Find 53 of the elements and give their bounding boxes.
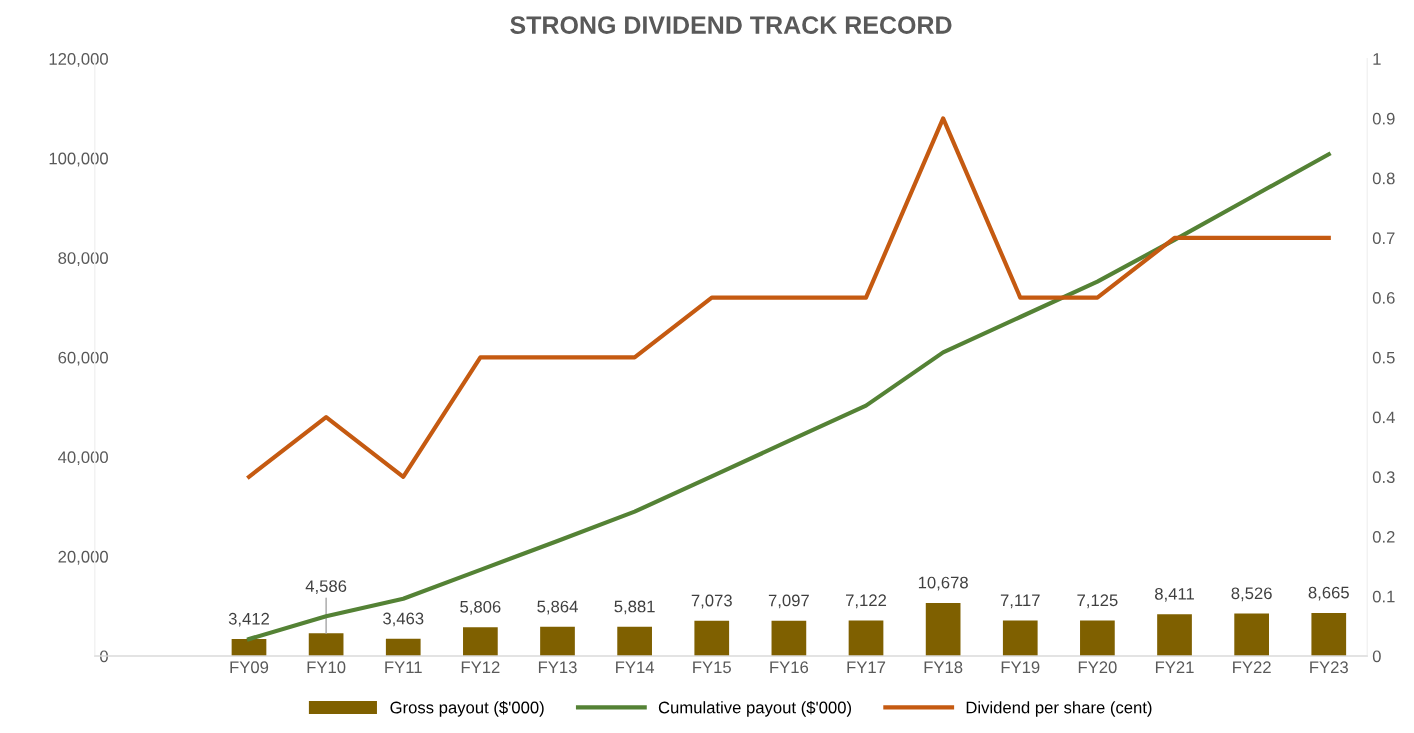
y-tick-label: 0 — [100, 650, 108, 663]
y-tick-label: 40,000 — [58, 451, 108, 466]
x-tick-label: FY13 — [538, 661, 577, 674]
data-label: 5,881 — [614, 600, 655, 615]
x-tick-label: FY09 — [230, 661, 269, 674]
legend-label: Cumulative payout ($'000) — [658, 700, 852, 717]
y-tick-label: 100,000 — [49, 152, 108, 167]
y-tick-label: 60,000 — [58, 351, 108, 366]
data-label: 7,122 — [846, 594, 887, 609]
y2-tick-label: 0.6 — [1372, 292, 1395, 304]
y-tick-label: 20,000 — [58, 550, 108, 565]
y2-tick-label: 0.2 — [1372, 530, 1395, 543]
x-tick-label: FY10 — [307, 661, 346, 674]
y2-tick-label: 0.4 — [1372, 411, 1395, 424]
data-label: 7,073 — [691, 594, 732, 609]
y2-tick-label: 0.1 — [1372, 590, 1395, 603]
line-series — [246, 116, 1331, 479]
x-tick-label: FY19 — [1001, 661, 1040, 674]
x-tick-label: FY22 — [1233, 661, 1271, 673]
data-label: 3,463 — [383, 612, 424, 627]
data-label: 5,806 — [460, 600, 501, 615]
x-tick-label: FY15 — [693, 661, 731, 674]
data-label: 4,586 — [305, 580, 347, 594]
data-label: 7,097 — [768, 594, 809, 609]
x-tick-label: FY20 — [1078, 661, 1117, 674]
data-label: 7,125 — [1077, 594, 1118, 609]
y2-tick-label: 0.9 — [1372, 112, 1395, 125]
x-tick-label: FY14 — [616, 661, 655, 673]
data-label: 8,411 — [1155, 587, 1194, 602]
y2-tick-label: 0.8 — [1372, 172, 1395, 185]
legend-label: Dividend per share (cent) — [966, 701, 1152, 717]
data-label: 8,526 — [1231, 587, 1272, 602]
legend-label: Gross payout ($'000) — [390, 700, 544, 717]
x-tick-label: FY21 — [1155, 661, 1194, 673]
data-label: 8,665 — [1308, 586, 1349, 601]
y2-tick-label: 0.3 — [1372, 471, 1395, 484]
x-tick-label: FY17 — [847, 661, 886, 673]
chart-title: STRONG DIVIDEND TRACK RECORD — [510, 16, 952, 34]
y2-tick-label: 0.5 — [1372, 351, 1395, 364]
y-tick-label: 120,000 — [49, 53, 108, 67]
data-label: 5,864 — [537, 600, 578, 615]
x-tick-label: FY23 — [1310, 661, 1348, 674]
y2-tick-label: 0.7 — [1372, 232, 1395, 245]
data-label: 7,117 — [1000, 594, 1040, 609]
y2-tick-label: 1 — [1373, 53, 1381, 65]
x-tick-label: FY12 — [461, 661, 500, 673]
data-label: 10,678 — [918, 576, 968, 591]
y-tick-label: 80,000 — [58, 252, 108, 266]
data-label: 3,412 — [228, 612, 270, 627]
x-tick-label: FY18 — [924, 661, 963, 674]
y2-tick-label: 0 — [1372, 650, 1381, 663]
x-tick-label: FY11 — [385, 661, 422, 673]
x-tick-label: FY16 — [770, 661, 809, 674]
